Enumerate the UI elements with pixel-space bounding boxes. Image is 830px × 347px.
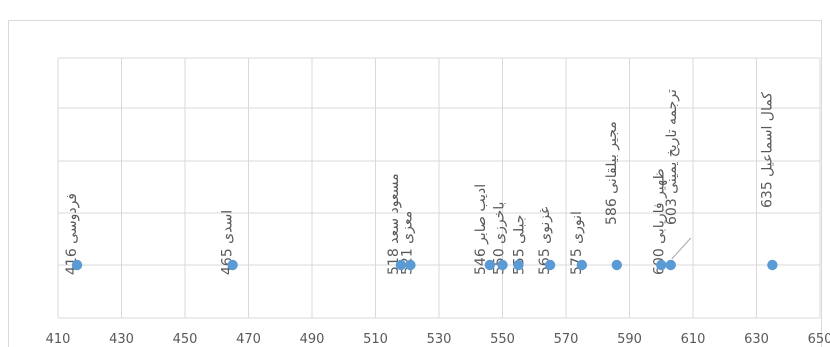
point-label-565: 565 غزنوی — [537, 207, 553, 275]
x-tick-label-650: 650 — [808, 332, 830, 347]
grid — [8, 20, 822, 347]
point-label-600: 600 ظهیر فاریابی — [651, 168, 667, 275]
data-point-575 — [576, 259, 588, 271]
x-tick-label-590: 590 — [617, 332, 642, 347]
point-label-518: 518 مسعود سعد — [386, 173, 402, 275]
data-point-555 — [513, 259, 524, 271]
point-label-575: 575 انوری — [569, 211, 585, 275]
point-label-603: 603 ترجمه تاریخ یمینی — [664, 89, 680, 225]
x-tick-label-510: 510 — [363, 332, 388, 347]
point-label-635: 635 کمال اسماعیل — [759, 92, 775, 208]
point-label-586: 586 مجیر بیلقانی — [604, 121, 620, 225]
point-label-555: 555 جبلی — [511, 215, 527, 275]
leader-line-603 — [671, 237, 692, 260]
data-point-518 — [395, 259, 407, 271]
data-point-635 — [767, 259, 778, 271]
point-label-550: 550 باخرزی — [492, 202, 508, 275]
data-point-550 — [497, 259, 508, 271]
x-tick-label-430: 430 — [109, 332, 134, 347]
data-point-565 — [544, 259, 556, 271]
point-label-465: 465 اسدی — [220, 210, 236, 275]
x-tick-label-570: 570 — [554, 332, 579, 347]
data-points — [71, 259, 778, 271]
data-point-521 — [405, 259, 416, 271]
data-point-586 — [611, 259, 622, 271]
data-point-465 — [227, 259, 238, 271]
data-point-546 — [484, 259, 495, 271]
x-axis-tick-labels: 410 430 450 470 490 510 530 550 570 590 610 630 650 — [46, 332, 830, 347]
point-label-521: 521 معزی — [399, 211, 415, 275]
point-label-416: 416 فردوسی — [64, 193, 80, 275]
x-tick-label-410: 410 — [46, 332, 71, 347]
data-point-600 — [656, 259, 667, 271]
chart-border — [8, 20, 822, 347]
x-tick-label-610: 610 — [681, 332, 706, 347]
x-tick-label-490: 490 — [300, 332, 325, 347]
leader-lines — [671, 237, 692, 260]
x-tick-label-470: 470 — [236, 332, 261, 347]
x-tick-label-450: 450 — [173, 332, 198, 347]
x-tick-label-550: 550 — [490, 332, 515, 347]
data-point-603 — [665, 259, 676, 271]
x-tick-label-530: 530 — [427, 332, 452, 347]
data-point-416 — [71, 259, 83, 271]
point-label-546: 546 ادیب صابر — [473, 184, 489, 275]
x-tick-label-630: 630 — [744, 332, 769, 347]
